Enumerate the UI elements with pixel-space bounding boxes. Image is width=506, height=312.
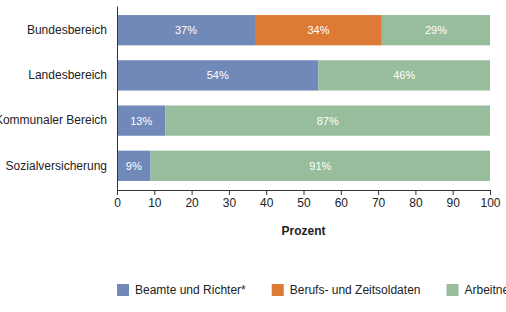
x-axis: 0 10 20 30 40 50 60 70 80 90 100 [114,190,501,210]
plot: 37% 54% 13% 9% 34% 29% 46% 87% 91% 0 10 20 30 40 50 60 7… [0,7,501,239]
bar [117,151,151,181]
y-tick: Bundesbereich [27,23,107,37]
x-tick-mark [378,190,379,195]
x-tick: 50 [297,190,311,210]
x-tick: 0 [114,190,121,210]
x-tick-mark [229,190,230,195]
x-tick-mark [192,190,193,195]
bar [151,151,490,181]
data-label: 34% [307,24,329,36]
bar [255,15,382,45]
data-label: 37% [175,24,197,36]
x-tick-label: 20 [185,196,199,210]
bars [117,15,490,181]
chart: 37% 54% 13% 9% 34% 29% 46% 87% 91% 0 10 20 30 40 50 60 7… [0,0,506,312]
y-tick-label: Bundesbereich [27,23,107,37]
x-tick: 40 [260,190,274,210]
x-tick: 100 [480,190,500,210]
x-tick-label: 10 [148,196,162,210]
x-tick: 70 [372,190,386,210]
x-tick-mark [266,190,267,195]
legend-swatch [446,284,458,296]
legend-label: Berufs- und Zeitsoldaten [290,283,421,297]
legend-item: Beamte und Richter* [117,283,246,297]
y-tick: Landesbereich [28,68,107,82]
data-label: 29% [425,24,447,36]
x-tick-label: 80 [409,196,423,210]
data-label: 54% [207,69,229,81]
y-axis-line [117,7,118,191]
x-tick-mark [154,190,155,195]
data-label: 9% [126,160,142,172]
y-tick-label: Landesbereich [28,68,107,82]
x-tick: 90 [447,190,461,210]
x-tick-mark [117,190,118,195]
x-tick: 20 [185,190,199,210]
bar [117,15,255,45]
x-tick-label: 0 [114,196,121,210]
legend-swatch [272,284,284,296]
data-label: 91% [309,160,331,172]
x-tick-label: 40 [260,196,274,210]
y-axis: Bundesbereich Landesbereich Kommunaler Ber… [0,7,118,191]
y-tick-label: Kommunaler Bereich [0,113,107,127]
y-tick: Sozialversicherung [6,159,107,173]
x-tick-label: 30 [223,196,237,210]
x-tick-mark [304,190,305,195]
bar [382,15,490,45]
x-tick-mark [490,190,491,195]
x-axis-title: Prozent [281,224,325,238]
x-tick-label: 60 [335,196,349,210]
bar [318,60,490,90]
x-tick-mark [415,190,416,195]
data-label: 87% [317,115,339,127]
x-tick: 60 [335,190,349,210]
bar [117,105,165,135]
legend-item: Berufs- und Zeitsoldaten [272,283,421,297]
legend-label: Arbeitnehmer** [464,283,506,297]
x-tick: 80 [409,190,423,210]
x-axis-line [118,191,491,196]
x-tick-label: 70 [372,196,386,210]
data-label: 13% [130,115,152,127]
bar [117,60,318,90]
x-tick-mark [341,190,342,195]
legend-label: Beamte und Richter* [135,283,246,297]
bar [165,105,490,135]
y-tick-label: Sozialversicherung [6,159,107,173]
legend-item: Arbeitnehmer** [446,283,506,297]
x-tick-label: 100 [480,196,500,210]
x-tick-label: 50 [297,196,311,210]
data-label: 46% [393,69,415,81]
x-tick-label: 90 [447,196,461,210]
x-tick-mark [453,190,454,195]
legend-swatch [117,284,129,296]
y-tick: Kommunaler Bereich [0,113,107,127]
x-tick: 10 [148,190,162,210]
legend: Beamte und Richter* Berufs- und Zeitsolda… [117,283,506,297]
x-tick: 30 [223,190,237,210]
data-labels: 37% 54% 13% 9% 34% 29% 46% 87% 91% [126,24,447,172]
